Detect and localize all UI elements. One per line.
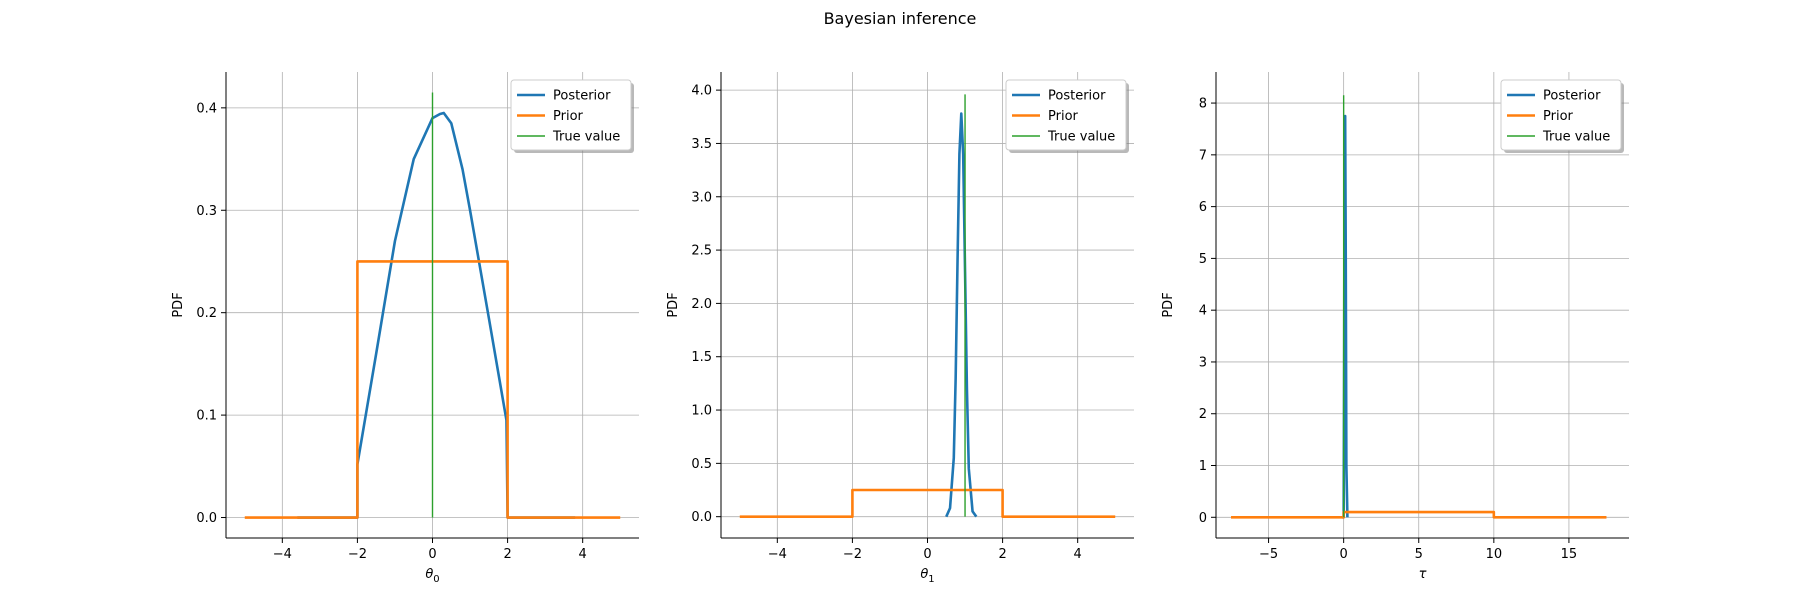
x-tick-label: 0 <box>1340 547 1348 562</box>
y-axis-label: PDF <box>171 292 186 317</box>
x-tick-label: −4 <box>273 547 292 562</box>
legend-box <box>510 79 632 151</box>
legend-box <box>1500 79 1622 151</box>
subplot-2: −4 −2 0 2 4 0.0 0.5 1.0 1.5 2.0 2.5 3.0 3.5 4.0 PDF θ1 P… <box>666 72 1134 585</box>
x-tick-label: 2 <box>998 547 1006 562</box>
x-tick-label: 2 <box>503 547 511 562</box>
legend-box <box>1005 79 1127 151</box>
series-posterior-line <box>1342 114 1349 519</box>
x-tick-label: −5 <box>1259 547 1278 562</box>
x-axis-label-symbol: θ <box>425 567 433 582</box>
legend-label: Prior <box>1048 109 1079 124</box>
y-tick-label: 1 <box>1199 459 1207 474</box>
x-axis-label: τ <box>1419 567 1427 582</box>
y-tick-label: 5 <box>1199 252 1207 267</box>
x-tick-label: 10 <box>1486 547 1503 562</box>
series-prior-line <box>1231 510 1607 519</box>
legend: Posterior Prior True value <box>510 79 634 153</box>
x-tick-label: −2 <box>348 547 367 562</box>
y-tick-label: 3.0 <box>691 190 712 205</box>
legend-label: Prior <box>553 109 584 124</box>
y-axis-label: PDF <box>1161 292 1176 317</box>
x-tick-label: 5 <box>1415 547 1423 562</box>
y-tick-label: 0.2 <box>196 306 217 321</box>
y-tick-label: 2.5 <box>691 244 712 259</box>
legend-label: Posterior <box>553 89 611 104</box>
y-tick-label: 0.0 <box>691 510 712 525</box>
figure-title: Bayesian inference <box>824 9 977 28</box>
x-axis-label: θ0 <box>425 567 439 585</box>
y-tick-label: 7 <box>1199 148 1207 163</box>
y-tick-label: 6 <box>1199 200 1207 215</box>
y-tick-label: 3 <box>1199 355 1207 370</box>
legend-label: Posterior <box>1543 89 1601 104</box>
subplot-3: −5 0 5 10 15 0 1 2 3 4 5 6 7 8 PDF τ Posterior Prior True … <box>1161 72 1629 582</box>
x-axis-label-symbol: τ <box>1419 567 1427 582</box>
y-tick-label: 8 <box>1199 97 1207 112</box>
legend-label: Prior <box>1543 109 1574 124</box>
legend-label: True value <box>1542 130 1610 145</box>
x-axis-label-subscript: 1 <box>928 574 934 585</box>
legend-label: True value <box>1047 130 1115 145</box>
x-tick-label: 0 <box>923 547 931 562</box>
y-tick-label: 0.0 <box>196 511 217 526</box>
x-tick-label: 4 <box>579 547 587 562</box>
y-tick-label: 0.3 <box>196 204 217 219</box>
y-tick-label: 4 <box>1199 304 1207 319</box>
x-tick-label: −4 <box>768 547 787 562</box>
series-posterior-line <box>945 112 978 518</box>
x-axis-label-subscript: 0 <box>433 574 439 585</box>
x-tick-label: 15 <box>1561 547 1578 562</box>
y-tick-label: 1.5 <box>691 350 712 365</box>
y-tick-label: 2.0 <box>691 297 712 312</box>
x-tick-label: 4 <box>1074 547 1082 562</box>
subplots: −4 −2 0 2 40.00.10.20.30.4PDFθ0PosteriorPrio… <box>171 72 1629 585</box>
legend-label: True value <box>552 130 620 145</box>
series-posterior-line <box>297 111 576 519</box>
y-axis-label: PDF <box>666 292 681 317</box>
series-prior-line <box>739 488 1116 518</box>
x-axis-label-symbol: θ <box>920 567 928 582</box>
y-tick-label: 3.5 <box>691 137 712 152</box>
x-axis-label: θ1 <box>920 567 934 585</box>
subplot-1: −4 −2 0 2 40.00.10.20.30.4PDFθ0PosteriorPrio… <box>171 72 639 585</box>
x-tick-label: 0 <box>428 547 436 562</box>
x-tick-label: −2 <box>843 547 862 562</box>
grid <box>721 72 1134 538</box>
y-tick-label: 1.0 <box>691 404 712 419</box>
legend: Posterior Prior True value <box>1005 79 1129 153</box>
y-tick-label: 0.5 <box>691 457 712 472</box>
y-tick-label: 0.1 <box>196 409 217 424</box>
legend-label: Posterior <box>1048 89 1106 104</box>
y-tick-label: 2 <box>1199 407 1207 422</box>
legend: Posterior Prior True value <box>1500 79 1624 153</box>
y-tick-label: 4.0 <box>691 84 712 99</box>
y-tick-label: 0.4 <box>196 101 217 116</box>
y-tick-label: 0 <box>1199 511 1207 526</box>
